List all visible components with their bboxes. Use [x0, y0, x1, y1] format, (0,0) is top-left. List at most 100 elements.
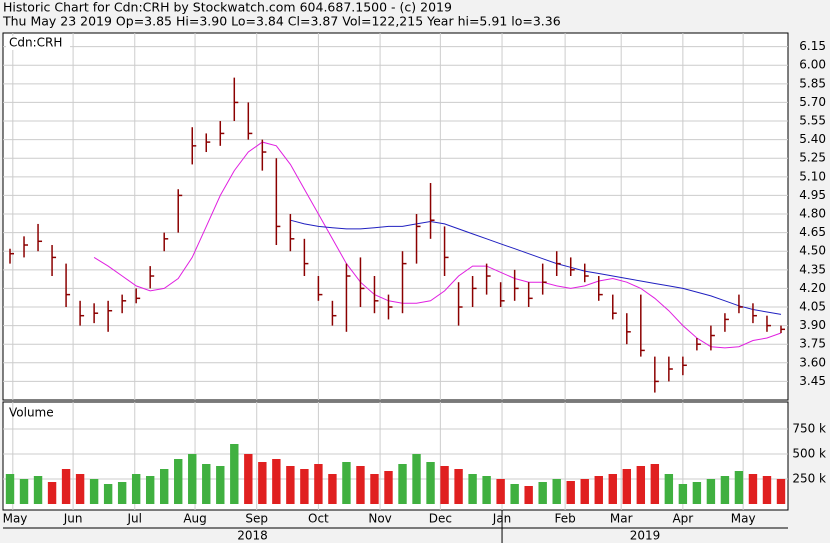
y-tick-label: 4.65 — [799, 225, 826, 239]
volume-bar — [706, 479, 716, 504]
volume-bar — [19, 479, 29, 504]
x-tick-label: Sep — [245, 512, 268, 526]
volume-bar — [608, 474, 617, 504]
volume-bar — [720, 476, 730, 504]
volume-bar — [328, 474, 337, 504]
y-tick-label: 4.35 — [799, 262, 826, 276]
volume-label: Volume — [9, 406, 54, 420]
y-tick-label: 5.70 — [799, 95, 826, 109]
chart-title: Historic Chart for Cdn:CRH by Stockwatch… — [3, 0, 452, 15]
y-tick-label: 4.95 — [799, 188, 826, 202]
volume-bar — [566, 481, 575, 504]
v-tick-label: 250 k — [792, 472, 826, 486]
volume-bar — [272, 459, 281, 504]
x-tick-label: Oct — [308, 512, 329, 526]
volume-bar — [356, 466, 365, 504]
symbol-label: Cdn:CRH — [9, 36, 62, 50]
x-tick-label: May — [3, 512, 28, 526]
volume-bar — [454, 469, 463, 504]
y-tick-label: 5.10 — [799, 169, 826, 183]
volume-bar — [440, 466, 449, 504]
y-tick-label: 3.90 — [799, 318, 826, 332]
y-tick-label: 6.00 — [799, 58, 826, 72]
x-tick-label: Jul — [127, 512, 142, 526]
year-label: 2019 — [630, 529, 661, 543]
y-tick-label: 5.40 — [799, 132, 826, 146]
v-tick-label: 500 k — [792, 447, 826, 461]
x-tick-label: Feb — [554, 512, 575, 526]
volume-bar — [33, 476, 43, 504]
label-bg — [6, 36, 70, 50]
y-tick-label: 3.75 — [799, 337, 826, 351]
volume-bar — [286, 466, 295, 504]
volume-bar — [61, 469, 71, 504]
volume-bar — [594, 476, 603, 504]
volume-bar — [131, 474, 141, 504]
x-tick-label: Mar — [610, 512, 633, 526]
volume-bar — [496, 479, 505, 504]
volume-bar — [426, 462, 435, 504]
volume-bar — [145, 476, 155, 504]
year-label: 2018 — [237, 529, 268, 543]
x-tick-label: Jun — [63, 512, 83, 526]
v-tick-label: 750 k — [792, 422, 826, 436]
y-tick-label: 4.80 — [799, 207, 826, 221]
volume-bar — [734, 471, 744, 504]
volume-bar — [75, 474, 85, 504]
x-tick-label: Nov — [368, 512, 391, 526]
volume-bar — [103, 484, 113, 504]
y-tick-label: 5.85 — [799, 76, 826, 90]
volume-bar — [524, 486, 533, 504]
y-tick-label: 3.45 — [799, 374, 826, 388]
volume-bar — [538, 482, 547, 504]
volume-bar — [412, 454, 421, 504]
y-tick-label: 6.15 — [799, 39, 826, 53]
volume-bar — [678, 484, 688, 504]
chart-subtitle: Thu May 23 2019 Op=3.85 Hi=3.90 Lo=3.84 … — [2, 14, 561, 29]
volume-bar — [776, 479, 786, 504]
volume-bar — [650, 464, 660, 504]
y-tick-label: 4.05 — [799, 300, 826, 314]
volume-bar — [314, 464, 323, 504]
x-tick-label: Aug — [183, 512, 206, 526]
volume-bar — [370, 474, 379, 504]
volume-bar — [482, 476, 491, 504]
volume-bar — [258, 462, 267, 504]
x-tick-label: Dec — [429, 512, 452, 526]
volume-bar — [244, 454, 253, 504]
volume-bar — [692, 482, 702, 504]
moving-average — [290, 219, 782, 315]
volume-bar — [748, 474, 758, 504]
volume-bar — [216, 466, 225, 504]
y-tick-label: 3.60 — [799, 355, 826, 369]
volume-bar — [300, 469, 309, 504]
volume-bar — [89, 479, 99, 504]
volume-bar — [510, 484, 519, 504]
volume-bar — [636, 466, 646, 504]
volume-bar — [342, 462, 351, 504]
volume-bar — [230, 444, 239, 504]
y-tick-label: 4.20 — [799, 281, 826, 295]
price-panel — [2, 32, 789, 401]
volume-bar — [202, 464, 211, 504]
volume-bar — [47, 482, 57, 504]
volume-bar — [398, 464, 407, 504]
x-tick-label: May — [731, 512, 756, 526]
volume-bar — [160, 469, 169, 504]
volume-bar — [580, 479, 589, 504]
volume-bar — [5, 474, 15, 504]
moving-average — [93, 141, 782, 349]
volume-bar — [762, 476, 772, 504]
volume-bar — [552, 479, 561, 504]
x-tick-label: Apr — [672, 512, 693, 526]
y-tick-label: 5.55 — [799, 114, 826, 128]
volume-bar — [622, 469, 631, 504]
volume-bar — [117, 482, 127, 504]
volume-bar — [664, 474, 674, 504]
volume-bar — [384, 471, 393, 504]
y-tick-label: 5.25 — [799, 151, 826, 165]
volume-bar — [188, 454, 197, 504]
volume-bar — [174, 459, 183, 504]
y-tick-label: 4.50 — [799, 244, 826, 258]
